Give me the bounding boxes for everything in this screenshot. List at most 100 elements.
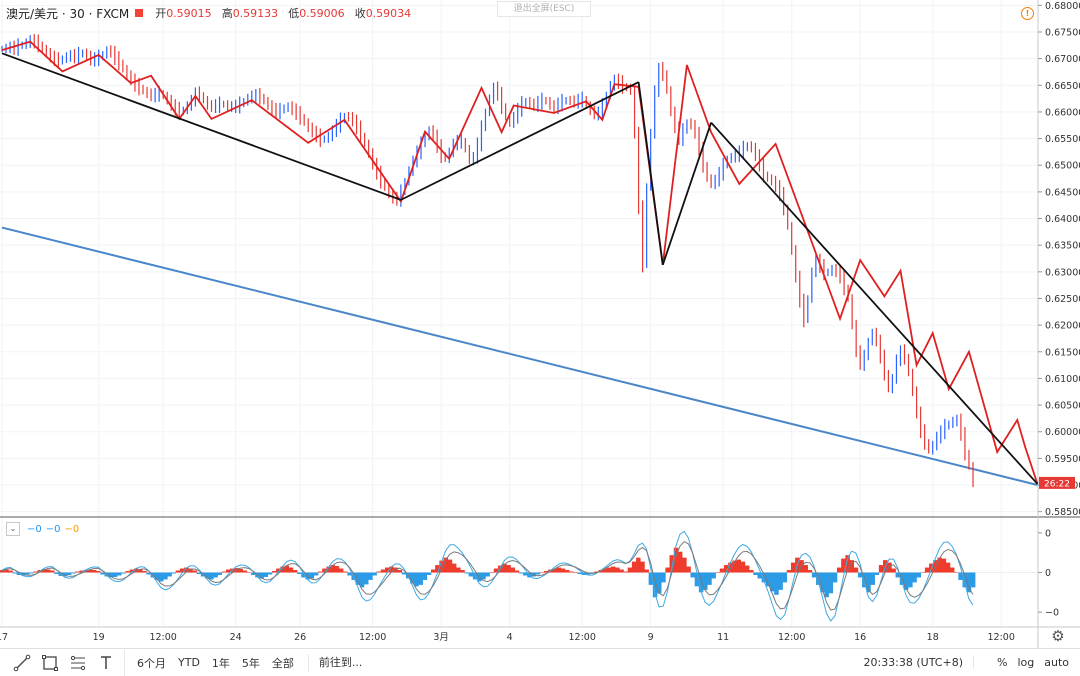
osc-histogram-bar — [966, 572, 972, 593]
text-tool-icon[interactable] — [92, 651, 120, 675]
osc-histogram-bar — [560, 568, 566, 573]
osc-histogram-bar — [849, 560, 855, 573]
range-all[interactable]: 全部 — [271, 656, 294, 670]
osc-histogram-bar — [619, 569, 624, 573]
chevron-down-icon[interactable]: ⌄ — [6, 522, 20, 536]
osc-histogram-bar — [317, 571, 323, 573]
log-toggle[interactable]: log — [1017, 655, 1035, 669]
x-tick-label: 12:00 — [149, 632, 176, 643]
osc-histogram-bar — [757, 572, 762, 579]
osc-histogram-bar — [836, 567, 842, 573]
goto-date-button[interactable]: 前往到... — [307, 653, 362, 672]
osc-histogram-bar — [309, 572, 315, 579]
osc-histogram-bar — [29, 572, 34, 574]
osc-value-1: −0 — [27, 523, 42, 535]
rectangle-icon[interactable] — [36, 651, 64, 675]
osc-histogram-bar — [414, 572, 419, 587]
osc-histogram-bar — [703, 572, 708, 590]
osc-histogram-bar — [790, 562, 796, 573]
right-tools: 20:33:38 (UTC+8) % log auto — [863, 649, 1074, 675]
warning-icon[interactable]: ! — [1021, 7, 1034, 20]
osc-histogram-bar — [87, 569, 93, 573]
osc-histogram-bar — [410, 572, 415, 584]
osc-histogram-bar — [887, 562, 892, 573]
trend-line-icon[interactable] — [8, 651, 36, 675]
osc-histogram-bar — [175, 570, 181, 573]
exit-fullscreen-hint[interactable]: 退出全屏(ESC) — [497, 1, 591, 17]
fib-lines-icon[interactable] — [64, 651, 92, 675]
osc-histogram-bar — [715, 572, 721, 573]
x-tick-label: 12:00 — [359, 632, 386, 643]
range-ytd[interactable]: YTD — [178, 656, 200, 669]
osc-histogram-bar — [33, 571, 38, 573]
x-tick-label: 12:00 — [568, 632, 595, 643]
osc-histogram-bar — [765, 572, 771, 587]
osc-histogram-bar — [891, 568, 896, 573]
osc-histogram-bar — [435, 565, 440, 573]
osc-histogram-bar — [142, 571, 147, 573]
x-tick-label: 4 — [507, 632, 513, 643]
osc-histogram-bar — [121, 572, 126, 574]
osc-histogram-bar — [8, 570, 13, 573]
osc-histogram-bar — [962, 572, 968, 588]
trend-line — [637, 81, 664, 266]
osc-histogram-bar — [908, 572, 913, 588]
percent-toggle[interactable]: % — [997, 655, 1008, 669]
osc-histogram-bar — [154, 572, 160, 580]
osc-histogram-bar — [878, 565, 884, 573]
osc-histogram-bar — [263, 572, 269, 577]
range-1y[interactable]: 1年 — [211, 656, 230, 670]
osc-histogram-bar — [171, 572, 176, 574]
x-tick-label: 11 — [717, 632, 729, 643]
osc-histogram-bar — [259, 572, 264, 579]
osc-histogram-bar — [594, 571, 599, 573]
timezone-clock[interactable]: 20:33:38 (UTC+8) — [863, 655, 974, 669]
osc-histogram-bar — [723, 565, 729, 573]
auto-toggle[interactable]: auto — [1044, 655, 1069, 669]
osc-histogram-bar — [803, 565, 808, 573]
osc-signal-line-2 — [1, 540, 974, 611]
oscillator-legend: ⌄ −0 −0 −0 — [6, 522, 79, 536]
osc-histogram-bar — [719, 568, 725, 573]
osc-histogram-bar — [322, 568, 327, 573]
osc-histogram-bar — [903, 572, 909, 590]
settings-gear-icon[interactable]: ⚙ — [1051, 627, 1065, 645]
x-tick-label: 24 — [230, 632, 242, 643]
osc-histogram-bar — [514, 570, 520, 573]
osc-histogram-bar — [690, 572, 695, 578]
osc-histogram-bar — [468, 572, 474, 577]
y-tick-label: 0.58500 — [1045, 507, 1080, 518]
osc-histogram-bar — [343, 571, 348, 573]
osc-histogram-bar — [376, 571, 382, 573]
osc-histogram-bar — [916, 572, 921, 578]
osc-histogram-bar — [686, 566, 691, 573]
osc-histogram-bar — [372, 572, 377, 576]
osc-histogram-bar — [384, 567, 390, 573]
range-5y[interactable]: 5年 — [241, 656, 260, 670]
osc-histogram-bar — [853, 567, 859, 573]
range-6m[interactable]: 6个月 — [137, 656, 166, 670]
symbol-title[interactable]: 澳元/美元 · 30 · FXCM — [6, 6, 130, 21]
flag-icon[interactable] — [135, 9, 144, 17]
osc-histogram-bar — [606, 567, 612, 573]
osc-histogram-bar — [912, 572, 917, 583]
osc-histogram-bar — [523, 572, 528, 576]
osc-histogram-bar — [866, 572, 871, 593]
osc-histogram-bar — [577, 572, 582, 574]
osc-histogram-bar — [397, 570, 403, 573]
osc-histogram-bar — [330, 565, 336, 573]
osc-histogram-bar — [610, 566, 616, 573]
osc-histogram-bar — [941, 558, 947, 573]
osc-histogram-bar — [79, 570, 84, 573]
osc-histogram-bar — [669, 555, 675, 573]
osc-histogram-bar — [238, 569, 243, 573]
